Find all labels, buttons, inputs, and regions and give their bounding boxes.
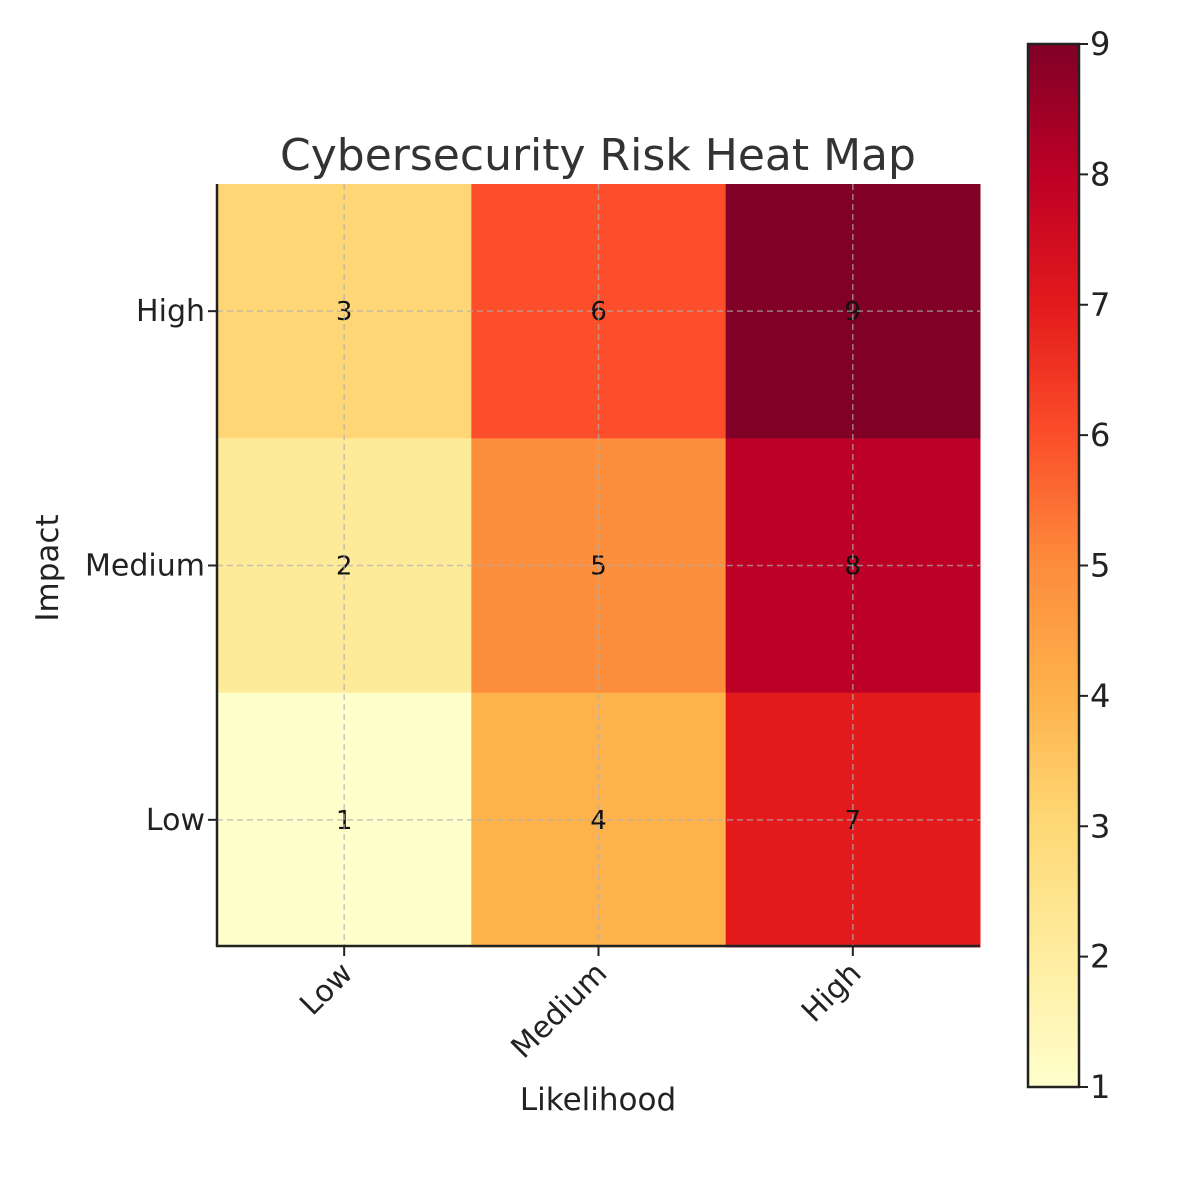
colorbar-tick-label: 8: [1090, 155, 1110, 193]
colorbar-gradient: [1026, 42, 1081, 1089]
colorbar-tick-label: 1: [1090, 1068, 1110, 1106]
chart-title: Cybersecurity Risk Heat Map: [280, 130, 916, 181]
cell-value-label: 7: [845, 806, 862, 836]
x-tick-label: Low: [293, 956, 360, 1023]
colorbar-tick-label: 7: [1090, 286, 1110, 324]
x-axis-ticks: Low Medium High: [293, 947, 868, 1065]
x-tick-label: Medium: [505, 956, 615, 1066]
x-tick-label: High: [795, 956, 869, 1030]
colorbar-tick-label: 9: [1090, 25, 1110, 63]
cell-value-label: 4: [590, 806, 607, 836]
grid-lines: [217, 184, 980, 947]
colorbar-tick-label: 2: [1090, 938, 1110, 976]
colorbar-ticks: 1 2 3 4 5 6 7 8 9: [1079, 25, 1110, 1106]
y-tick-label: High: [136, 294, 205, 329]
cell-value-label: 3: [336, 297, 353, 327]
colorbar: 1 2 3 4 5 6 7 8 9: [1026, 25, 1110, 1106]
cell-value-label: 9: [845, 297, 862, 327]
cell-value-label: 6: [590, 297, 607, 327]
colorbar-tick-label: 3: [1090, 807, 1110, 845]
y-tick-label: Medium: [85, 549, 205, 584]
colorbar-tick-label: 5: [1090, 547, 1110, 585]
cell-value-label: 1: [336, 806, 353, 836]
colorbar-tick-label: 6: [1090, 416, 1110, 454]
y-axis-label: Impact: [30, 514, 66, 621]
colorbar-tick-label: 4: [1090, 677, 1110, 715]
heatmap-cell-labels: 3 6 92 5 81 4 7: [336, 297, 861, 836]
y-axis-ticks: High Medium Low: [85, 294, 217, 838]
x-axis-label: Likelihood: [520, 1082, 676, 1118]
y-tick-label: Low: [146, 803, 205, 838]
